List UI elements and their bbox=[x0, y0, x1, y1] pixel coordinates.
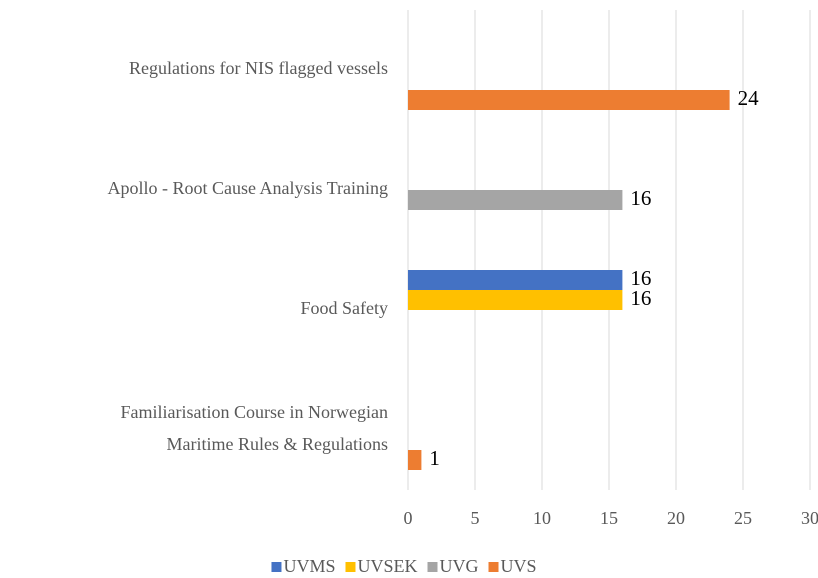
legend-swatch bbox=[427, 562, 438, 572]
x-tick-label: 0 bbox=[404, 508, 413, 528]
data-label: 16 bbox=[630, 266, 651, 290]
legend: UVMS UVSEK UVG UVS bbox=[271, 556, 537, 576]
data-label: 24 bbox=[738, 86, 760, 110]
bar bbox=[408, 450, 422, 470]
bar bbox=[408, 90, 730, 110]
y-tick-label: Food Safety bbox=[301, 298, 389, 318]
legend-label: UVS bbox=[501, 556, 537, 576]
x-tick-label: 15 bbox=[600, 508, 618, 528]
legend-label: UVMS bbox=[283, 556, 335, 576]
x-tick-label: 5 bbox=[471, 508, 480, 528]
bar bbox=[408, 270, 623, 290]
legend-swatch bbox=[488, 562, 499, 572]
y-tick-label: Familiarisation Course in Norwegian Marit… bbox=[121, 402, 388, 454]
legend-label: UVG bbox=[440, 556, 479, 576]
x-tick-label: 10 bbox=[533, 508, 551, 528]
data-label: 16 bbox=[630, 186, 651, 210]
x-tick-label: 20 bbox=[667, 508, 685, 528]
y-tick-label: Apollo - Root Cause Analysis Training bbox=[107, 178, 388, 198]
x-tick-label: 25 bbox=[734, 508, 752, 528]
x-tick-label: 30 bbox=[801, 508, 818, 528]
legend-swatch bbox=[345, 562, 356, 572]
data-label: 1 bbox=[429, 446, 440, 470]
legend-swatch bbox=[271, 562, 282, 572]
legend-label: UVSEK bbox=[357, 556, 417, 576]
data-label: 16 bbox=[630, 286, 651, 310]
y-tick-label: Regulations for NIS flagged vessels bbox=[129, 58, 388, 78]
bar bbox=[408, 190, 623, 210]
bar bbox=[408, 290, 623, 310]
